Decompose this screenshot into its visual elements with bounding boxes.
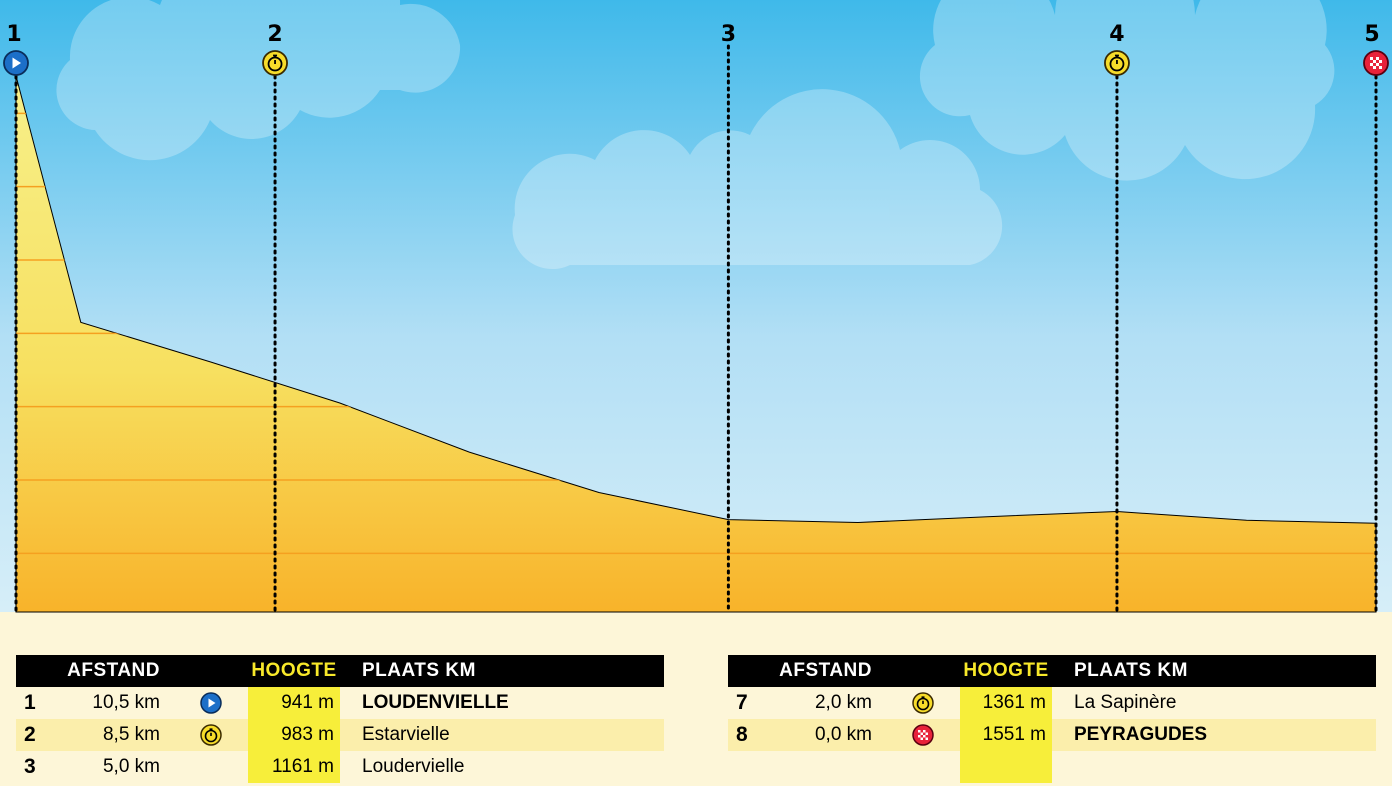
header-plaats: PLAATS KM	[1052, 655, 1376, 687]
route-table-left: AFSTAND HOOGTE PLAATS KM 1 10,5 km 941 m…	[16, 655, 664, 783]
table-header: AFSTAND HOOGTE PLAATS KM	[728, 655, 1376, 687]
route-table-right: AFSTAND HOOGTE PLAATS KM 7 2,0 km 1361 m…	[728, 655, 1376, 783]
row-plaats: PEYRAGUDES	[1052, 719, 1376, 751]
stopwatch-icon	[174, 719, 248, 751]
row-hoogte: 983 m	[248, 719, 340, 751]
marker-label: 2	[267, 22, 282, 47]
route-markers: 1 2 3 4 5	[3, 22, 1389, 614]
stopwatch-icon	[1104, 50, 1130, 76]
row-afstand: 10,5 km	[64, 687, 174, 719]
row-hoogte: 1361 m	[960, 687, 1052, 719]
header-hoogte: HOOGTE	[960, 655, 1052, 687]
row-afstand: 8,5 km	[64, 719, 174, 751]
header-nr	[728, 655, 776, 687]
table-row: 2 8,5 km 983 m Estarvielle	[16, 719, 664, 751]
header-afstand: AFSTAND	[64, 655, 174, 687]
table-row: 8 0,0 km 1551 m PEYRAGUDES	[728, 719, 1376, 751]
row-hoogte: 1161 m	[248, 751, 340, 783]
cloud-middle	[512, 89, 1003, 270]
marker-label: 3	[721, 22, 736, 47]
elevation-profile-chart: 1 2 3 4 5	[0, 0, 1392, 614]
row-number: 7	[728, 687, 776, 719]
row-plaats: La Sapinère	[1052, 687, 1376, 719]
header-hoogte: HOOGTE	[248, 655, 340, 687]
row-number: 3	[16, 751, 64, 783]
route-marker: 5	[1363, 22, 1389, 614]
marker-label: 5	[1364, 22, 1379, 47]
table-header: AFSTAND HOOGTE PLAATS KM	[16, 655, 664, 687]
table-row: 1 10,5 km 941 m LOUDENVIELLE	[16, 687, 664, 719]
row-plaats: LOUDENVIELLE	[340, 687, 664, 719]
marker-label: 4	[1109, 22, 1124, 47]
header-nr	[16, 655, 64, 687]
row-plaats: Loudervielle	[340, 751, 664, 783]
row-number: 1	[16, 687, 64, 719]
header-afstand: AFSTAND	[776, 655, 886, 687]
header-plaats: PLAATS KM	[340, 655, 664, 687]
row-afstand: 0,0 km	[776, 719, 886, 751]
finish-flag-icon	[1363, 50, 1389, 76]
cloud-right	[919, 0, 1335, 181]
clouds	[56, 0, 1335, 270]
route-marker: 4	[1104, 22, 1130, 614]
table-row-empty	[728, 751, 1376, 783]
route-marker: 3	[721, 22, 736, 614]
marker-label: 1	[6, 22, 21, 47]
finish-flag-icon	[886, 719, 960, 751]
cloud-left	[56, 0, 461, 161]
stopwatch-icon	[886, 687, 960, 719]
elevation-area	[15, 75, 1377, 613]
row-hoogte: 1551 m	[960, 719, 1052, 751]
table-row: 7 2,0 km 1361 m La Sapinère	[728, 687, 1376, 719]
start-icon	[3, 50, 29, 76]
row-plaats: Estarvielle	[340, 719, 664, 751]
start-icon	[174, 687, 248, 719]
row-afstand: 2,0 km	[776, 687, 886, 719]
table-row: 3 5,0 km 1161 m Loudervielle	[16, 751, 664, 783]
row-afstand: 5,0 km	[64, 751, 174, 783]
row-number: 2	[16, 719, 64, 751]
route-marker: 1	[3, 22, 29, 614]
route-marker: 2	[262, 22, 288, 614]
row-number: 8	[728, 719, 776, 751]
row-hoogte: 941 m	[248, 687, 340, 719]
stopwatch-icon	[262, 50, 288, 76]
